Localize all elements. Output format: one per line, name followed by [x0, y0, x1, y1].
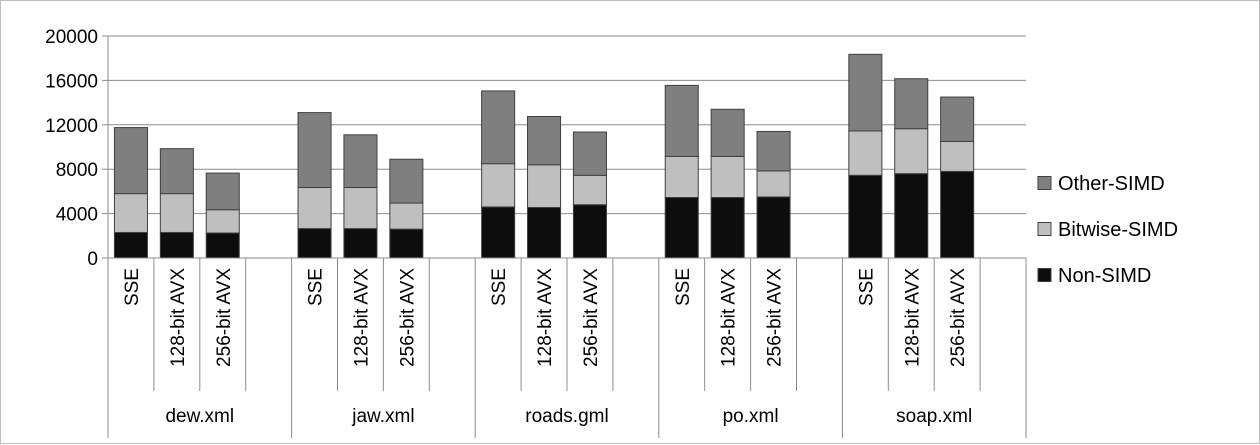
x-group-label: jaw.xml [351, 406, 414, 427]
bar-bitwise-simd-jaw-xml-1 [343, 187, 378, 230]
tick-labels: 0 4000 8000 12000 16000 20000 SSE 128-bit AVX 25… [45, 27, 972, 427]
legend-swatch-other-simd [1037, 176, 1052, 190]
bar-bitwise-simd-dew-xml-1 [159, 193, 194, 233]
x-category-label: SSE [673, 268, 694, 306]
bar-non-simd-dew-xml-2 [205, 232, 240, 259]
bar-bitwise-simd-po-xml-2 [756, 170, 791, 198]
x-category-label: 256-bit AVX [214, 268, 235, 367]
axes [102, 35, 1027, 438]
y-tick-label: 0 [87, 249, 98, 270]
y-tick-label: 20000 [45, 27, 98, 48]
legend-swatch-non-simd [1037, 268, 1052, 282]
bar-other-simd-soap-xml-0 [848, 53, 883, 132]
bar-bitwise-simd-jaw-xml-2 [389, 202, 424, 230]
bar-non-simd-dew-xml-1 [159, 231, 194, 259]
bar-other-simd-soap-xml-1 [894, 78, 929, 130]
y-tick-label: 8000 [56, 160, 98, 181]
bar-other-simd-roads-gml-0 [481, 90, 516, 165]
bar-other-simd-po-xml-0 [664, 84, 699, 157]
bar-non-simd-dew-xml-0 [113, 231, 148, 259]
bar-bitwise-simd-soap-xml-1 [894, 128, 929, 175]
bar-non-simd-jaw-xml-0 [297, 228, 332, 259]
bar-other-simd-po-xml-2 [756, 130, 791, 172]
bar-other-simd-po-xml-1 [710, 108, 745, 157]
bar-non-simd-po-xml-2 [756, 196, 791, 259]
bar-bitwise-simd-roads-gml-1 [527, 164, 562, 208]
bar-non-simd-soap-xml-0 [848, 174, 883, 259]
legend-label-bitwise-simd: Bitwise-SIMD [1058, 219, 1178, 241]
x-category-label: SSE [306, 268, 327, 306]
y-tick-label: 4000 [56, 205, 98, 226]
bar-bitwise-simd-roads-gml-0 [481, 163, 516, 208]
bar-other-simd-soap-xml-2 [940, 96, 975, 142]
x-group-label: po.xml [723, 406, 779, 427]
bar-non-simd-po-xml-1 [710, 197, 745, 259]
x-category-label: 256-bit AVX [397, 268, 418, 367]
bar-bitwise-simd-roads-gml-2 [572, 174, 607, 206]
y-tick-label: 12000 [45, 116, 98, 137]
bar-non-simd-roads-gml-0 [481, 206, 516, 259]
x-category-label: 128-bit AVX [168, 268, 189, 367]
bar-other-simd-dew-xml-2 [205, 172, 240, 211]
bar-non-simd-jaw-xml-2 [389, 228, 424, 259]
x-category-label: SSE [122, 268, 143, 306]
bar-other-simd-roads-gml-2 [572, 131, 607, 176]
legend-label-non-simd: Non-SIMD [1058, 265, 1151, 287]
bar-other-simd-roads-gml-1 [527, 115, 562, 166]
bar-other-simd-dew-xml-1 [159, 148, 194, 195]
x-group-label: soap.xml [896, 406, 972, 427]
bar-other-simd-jaw-xml-2 [389, 158, 424, 204]
bar-bitwise-simd-po-xml-1 [710, 155, 745, 199]
bar-bitwise-simd-dew-xml-2 [205, 209, 240, 234]
x-category-label: 128-bit AVX [535, 268, 556, 367]
x-category-label: 128-bit AVX [719, 268, 740, 367]
bar-bitwise-simd-soap-xml-2 [940, 140, 975, 172]
x-category-label: 256-bit AVX [581, 268, 602, 367]
bar-non-simd-soap-xml-1 [894, 173, 929, 259]
x-group-label: dew.xml [165, 406, 234, 427]
bars [113, 53, 975, 259]
x-category-label: 256-bit AVX [765, 268, 786, 367]
x-category-label: 128-bit AVX [902, 268, 923, 367]
legend: Other-SIMD Bitwise-SIMD Non-SIMD [1037, 173, 1178, 287]
legend-swatch-bitwise-simd [1037, 222, 1052, 236]
bar-non-simd-jaw-xml-1 [343, 228, 378, 259]
x-category-label: 128-bit AVX [351, 268, 372, 367]
legend-label-other-simd: Other-SIMD [1058, 173, 1165, 195]
bar-non-simd-soap-xml-2 [940, 170, 975, 259]
bar-bitwise-simd-po-xml-0 [664, 155, 699, 199]
bar-other-simd-jaw-xml-1 [343, 134, 378, 189]
x-group-label: roads.gml [525, 406, 608, 427]
bar-non-simd-roads-gml-2 [572, 204, 607, 259]
x-category-label: SSE [489, 268, 510, 306]
bar-bitwise-simd-soap-xml-0 [848, 130, 883, 176]
bar-non-simd-roads-gml-1 [527, 206, 562, 259]
bar-non-simd-po-xml-0 [664, 197, 699, 259]
bar-bitwise-simd-jaw-xml-0 [297, 187, 332, 230]
bar-other-simd-dew-xml-0 [113, 127, 148, 195]
x-category-label: 256-bit AVX [948, 268, 969, 367]
y-tick-label: 16000 [45, 71, 98, 92]
bar-bitwise-simd-dew-xml-0 [113, 193, 148, 233]
x-category-label: SSE [856, 268, 877, 306]
gridlines [108, 35, 1026, 215]
bar-other-simd-jaw-xml-0 [297, 112, 332, 189]
